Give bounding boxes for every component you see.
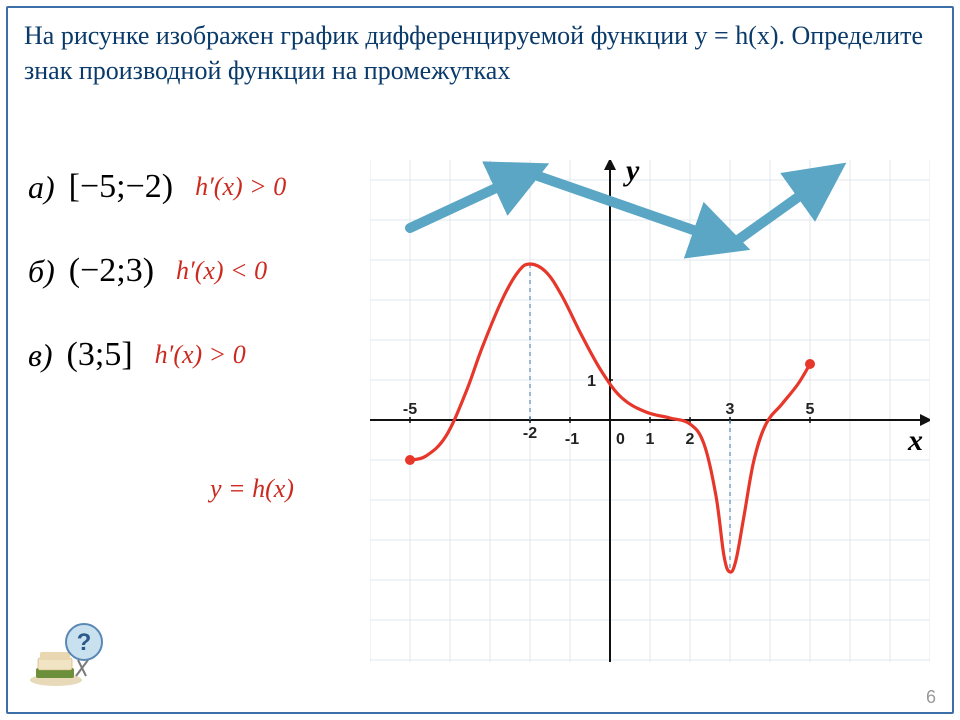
interval-range-b: (−2;3) [69,252,154,290]
interval-range-a: [−5;−2) [69,168,173,206]
svg-text:y: y [623,160,640,187]
interval-answer-c: h′(x) > 0 [155,340,246,370]
svg-text:-2: -2 [523,425,537,442]
interval-label-c: в) [28,337,53,374]
interval-row-c: в) (3;5] h′(x) > 0 [28,336,286,374]
interval-label-b: б) [28,253,55,290]
svg-text:0: 0 [616,431,625,448]
interval-label-a: а) [28,169,55,206]
chart-area: y x -5 -2 -1 0 1 2 3 5 1 [370,160,930,662]
interval-row-a: а) [−5;−2) h′(x) > 0 [28,168,286,206]
svg-text:1: 1 [587,373,596,390]
interval-range-c: (3;5] [67,336,133,374]
svg-text:?: ? [77,629,92,656]
intervals-block: а) [−5;−2) h′(x) > 0 б) (−2;3) h′(x) < 0… [28,168,286,420]
svg-text:5: 5 [806,401,815,418]
svg-text:x: x [907,424,923,457]
svg-text:-5: -5 [403,401,417,418]
interval-answer-a: h′(x) > 0 [195,172,286,202]
svg-text:2: 2 [686,431,695,448]
equation-label: y = h(x) [210,474,294,504]
svg-text:3: 3 [726,401,735,418]
interval-row-b: б) (−2;3) h′(x) < 0 [28,252,286,290]
slide-title: На рисунке изображен график дифференциру… [24,18,936,88]
interval-answer-b: h′(x) < 0 [176,256,267,286]
chart-svg: y x -5 -2 -1 0 1 2 3 5 1 [370,160,930,662]
help-icon: ? [28,610,108,690]
svg-text:1: 1 [646,431,655,448]
svg-text:-1: -1 [565,431,579,448]
page-number: 6 [926,687,936,708]
